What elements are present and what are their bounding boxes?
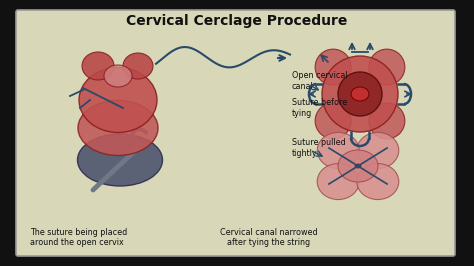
Circle shape: [322, 56, 398, 132]
Text: The suture being placed
around the open cervix: The suture being placed around the open …: [30, 228, 127, 247]
Ellipse shape: [82, 52, 114, 80]
Ellipse shape: [338, 150, 378, 182]
Ellipse shape: [315, 49, 351, 85]
Ellipse shape: [78, 101, 158, 156]
Ellipse shape: [317, 132, 359, 168]
Ellipse shape: [104, 65, 132, 87]
Ellipse shape: [78, 134, 163, 186]
Text: Cervical canal narrowed
after tying the string: Cervical canal narrowed after tying the …: [220, 228, 318, 247]
Ellipse shape: [317, 164, 359, 200]
Text: Suture pulled
tightly: Suture pulled tightly: [292, 138, 346, 158]
FancyBboxPatch shape: [16, 10, 455, 256]
Ellipse shape: [351, 87, 369, 101]
Circle shape: [338, 72, 382, 116]
Text: Open cervical
canal: Open cervical canal: [292, 71, 347, 91]
Ellipse shape: [369, 49, 405, 85]
Ellipse shape: [357, 164, 399, 200]
Ellipse shape: [315, 103, 351, 139]
Ellipse shape: [357, 132, 399, 168]
Ellipse shape: [79, 68, 157, 132]
Ellipse shape: [369, 103, 405, 139]
Ellipse shape: [355, 164, 361, 168]
Text: Cervical Cerclage Procedure: Cervical Cerclage Procedure: [126, 14, 348, 28]
Ellipse shape: [123, 53, 153, 79]
Text: Suture before
tying: Suture before tying: [292, 98, 347, 118]
